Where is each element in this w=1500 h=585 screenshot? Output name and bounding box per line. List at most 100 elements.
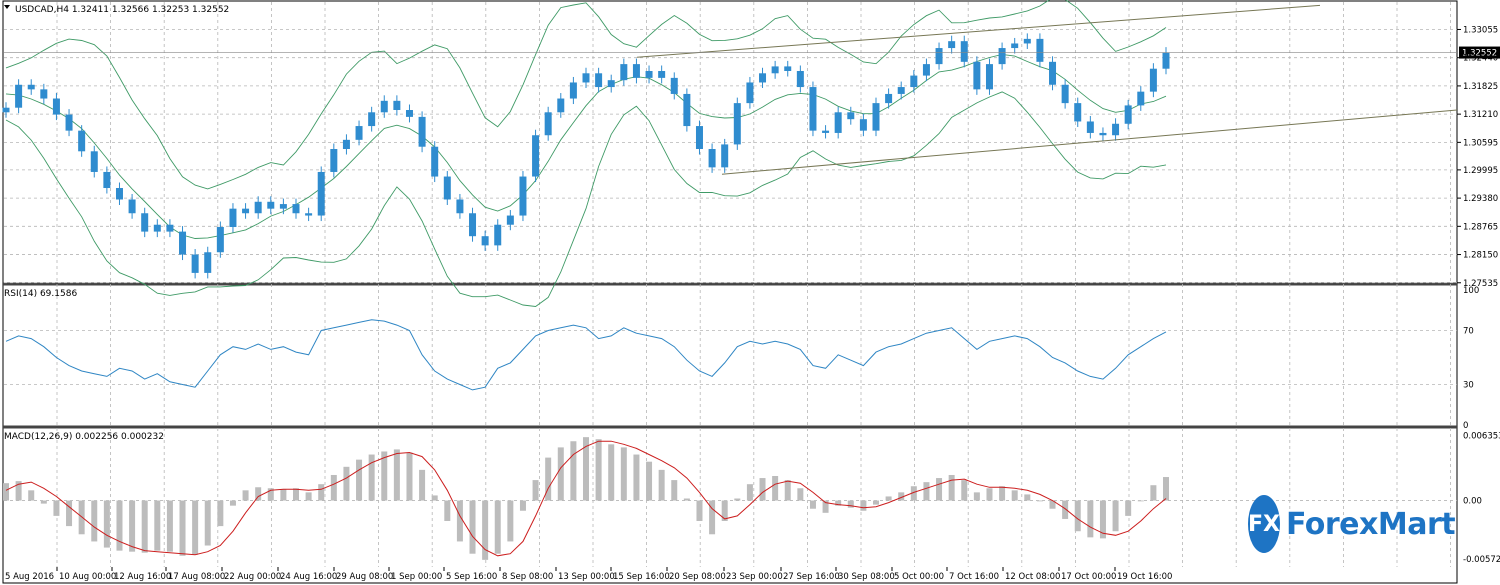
candle-body[interactable] (1074, 103, 1082, 122)
macd-histogram-bar[interactable] (973, 492, 980, 501)
candle-body[interactable] (960, 41, 968, 62)
macd-histogram-bar[interactable] (469, 500, 476, 554)
candle-body[interactable] (204, 252, 212, 273)
channel-upper-trendline[interactable] (636, 4, 1321, 58)
macd-histogram-bar[interactable] (179, 500, 186, 556)
price-panel[interactable]: 1.32552 (2, 0, 1500, 307)
candle-body[interactable] (809, 87, 817, 131)
macd-histogram-bar[interactable] (784, 480, 791, 501)
macd-histogram-bar[interactable] (519, 500, 526, 511)
macd-histogram-bar[interactable] (66, 500, 73, 527)
macd-histogram-bar[interactable] (608, 444, 615, 501)
candle-body[interactable] (910, 75, 918, 88)
candle-body[interactable] (141, 213, 149, 232)
candle-body[interactable] (1036, 38, 1044, 62)
rsi-line[interactable] (5, 319, 1167, 391)
macd-histogram-bar[interactable] (898, 492, 905, 501)
candle-body[interactable] (683, 93, 691, 127)
macd-histogram-bar[interactable] (532, 480, 539, 501)
candle-body[interactable] (759, 73, 767, 83)
macd-histogram-bar[interactable] (1125, 500, 1132, 516)
candle-body[interactable] (393, 100, 401, 111)
macd-histogram-bar[interactable] (923, 482, 930, 501)
macd-histogram-bar[interactable] (91, 500, 98, 542)
candle-body[interactable] (1124, 105, 1132, 124)
candle-body[interactable] (935, 48, 943, 65)
candle-body[interactable] (569, 82, 577, 99)
macd-histogram-bar[interactable] (368, 454, 375, 501)
candle-body[interactable] (998, 48, 1006, 65)
rsi-panel[interactable] (5, 319, 1167, 391)
macd-histogram-bar[interactable] (999, 486, 1006, 501)
macd-histogram-bar[interactable] (948, 474, 955, 501)
candle-body[interactable] (885, 93, 893, 104)
candle-body[interactable] (2, 107, 10, 113)
macd-histogram-bar[interactable] (545, 457, 552, 501)
candle-body[interactable] (27, 84, 35, 90)
candle-body[interactable] (834, 112, 842, 133)
macd-histogram-bar[interactable] (116, 500, 123, 551)
macd-histogram-bar[interactable] (192, 500, 199, 555)
candle-body[interactable] (859, 119, 867, 131)
macd-histogram-bar[interactable] (873, 500, 879, 505)
candle-body[interactable] (1023, 38, 1031, 44)
macd-histogram-bar[interactable] (759, 478, 766, 501)
candle-body[interactable] (607, 80, 615, 88)
macd-histogram-bar[interactable] (293, 488, 299, 501)
macd-histogram-bar[interactable] (936, 478, 943, 501)
candle-body[interactable] (721, 144, 729, 168)
macd-histogram-bar[interactable] (229, 500, 236, 506)
candle-body[interactable] (973, 61, 981, 90)
macd-histogram-bar[interactable] (772, 476, 779, 501)
candle-body[interactable] (267, 201, 275, 209)
macd-histogram-bar[interactable] (154, 500, 161, 551)
candle-body[interactable] (670, 77, 678, 94)
candle-body[interactable] (1149, 68, 1157, 92)
candle-body[interactable] (78, 130, 86, 152)
candle-body[interactable] (532, 135, 540, 177)
macd-histogram-bar[interactable] (633, 454, 640, 501)
macd-histogram-bar[interactable] (746, 484, 753, 501)
candle-body[interactable] (872, 103, 880, 131)
candle-body[interactable] (431, 146, 439, 177)
candle-body[interactable] (784, 66, 792, 71)
macd-histogram-bar[interactable] (709, 500, 716, 535)
macd-histogram-bar[interactable] (734, 498, 741, 501)
macd-histogram-bar[interactable] (393, 449, 400, 501)
candle-body[interactable] (544, 112, 552, 136)
candle-body[interactable] (519, 176, 527, 216)
candle-body[interactable] (746, 82, 754, 104)
candle-body[interactable] (317, 171, 325, 216)
macd-histogram-bar[interactable] (166, 500, 173, 552)
candle-body[interactable] (456, 199, 464, 214)
candle-body[interactable] (405, 110, 413, 117)
candle-body[interactable] (1099, 132, 1107, 136)
candle-body[interactable] (582, 73, 590, 83)
macd-histogram-bar[interactable] (658, 469, 665, 501)
candle-body[interactable] (595, 73, 603, 88)
candle-body[interactable] (90, 151, 98, 172)
candle-body[interactable] (40, 89, 48, 99)
macd-histogram-bar[interactable] (141, 500, 148, 553)
macd-histogram-bar[interactable] (507, 500, 514, 542)
candle-body[interactable] (242, 208, 250, 214)
macd-histogram-bar[interactable] (406, 452, 413, 501)
macd-histogram-bar[interactable] (3, 483, 9, 501)
candle-body[interactable] (822, 130, 830, 133)
macd-histogram-bar[interactable] (860, 500, 867, 511)
candle-body[interactable] (292, 204, 300, 214)
candle-body[interactable] (897, 87, 905, 94)
macd-histogram-bar[interactable] (53, 500, 60, 516)
macd-histogram-bar[interactable] (1024, 494, 1031, 501)
macd-histogram-bar[interactable] (683, 498, 690, 501)
macd-histogram-bar[interactable] (28, 490, 35, 501)
candle-body[interactable] (166, 224, 174, 232)
macd-histogram-bar[interactable] (1062, 500, 1069, 519)
candle-body[interactable] (620, 64, 628, 81)
candle-body[interactable] (418, 116, 426, 147)
macd-histogram-bar[interactable] (885, 496, 892, 501)
candle-body[interactable] (254, 201, 262, 214)
macd-histogram-bar[interactable] (255, 487, 262, 501)
candle-body[interactable] (216, 227, 224, 253)
